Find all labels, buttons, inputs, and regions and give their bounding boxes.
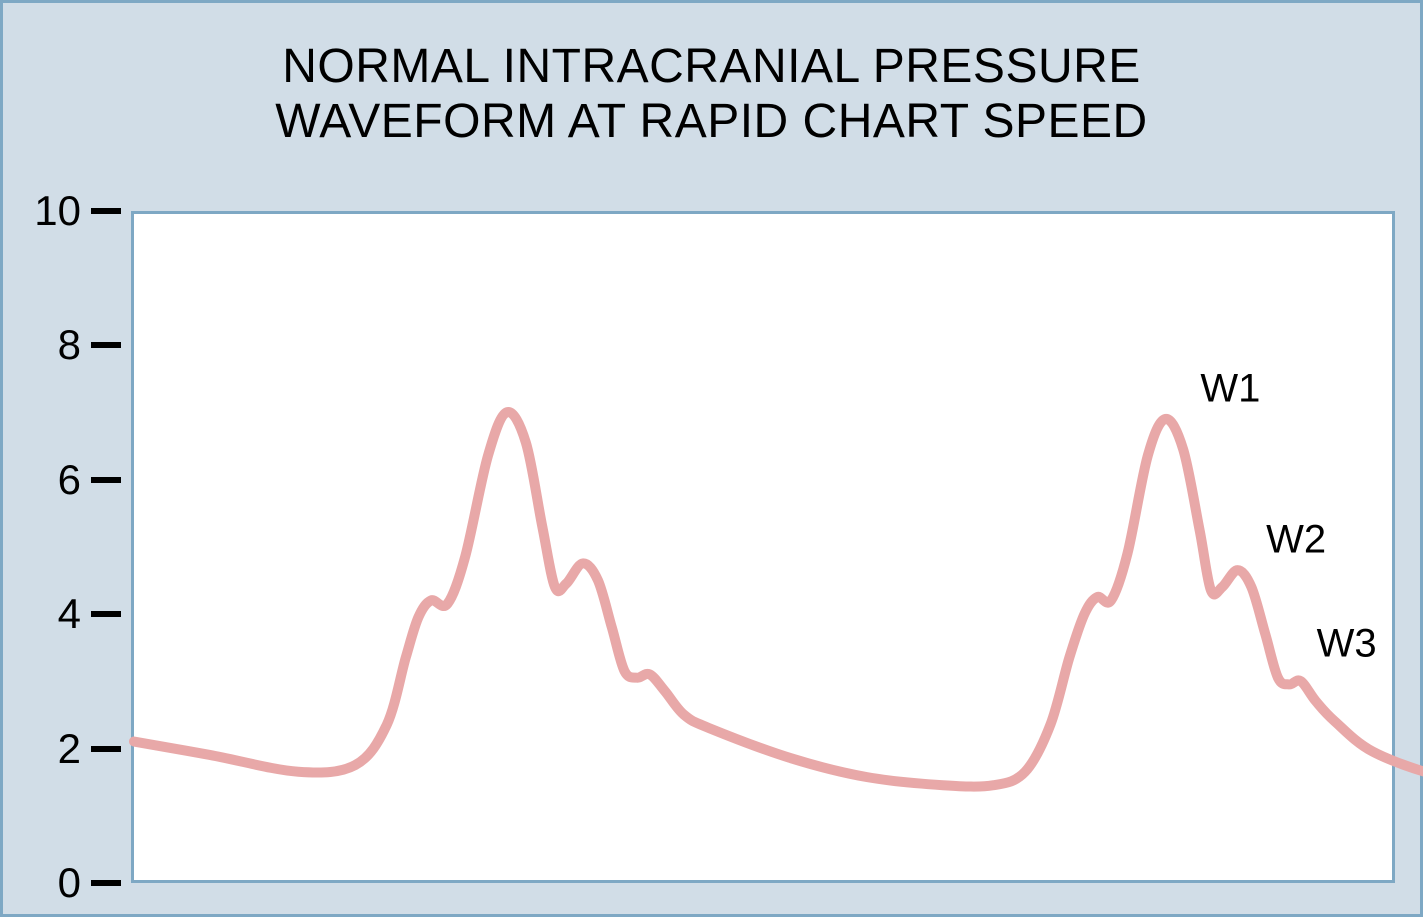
y-tick: 2: [33, 725, 121, 773]
y-tick: 8: [33, 321, 121, 369]
waveform-line: [134, 214, 1398, 886]
y-tick-mark: [91, 611, 121, 617]
y-tick-mark: [91, 746, 121, 752]
chart-title-line2: WAVEFORM AT RAPID CHART SPEED: [3, 94, 1420, 149]
y-tick-label: 2: [33, 725, 81, 773]
y-tick-mark: [91, 880, 121, 886]
y-tick-label: 6: [33, 456, 81, 504]
y-tick-mark: [91, 342, 121, 348]
y-tick-label: 0: [33, 859, 81, 907]
y-tick-mark: [91, 208, 121, 214]
annotation-label: W2: [1266, 518, 1326, 563]
plot-area: [131, 211, 1395, 883]
annotation-label: W3: [1317, 622, 1377, 667]
chart-title-line1: NORMAL INTRACRANIAL PRESSURE: [3, 39, 1420, 94]
y-tick-mark: [91, 477, 121, 483]
chart-title: NORMAL INTRACRANIAL PRESSURE WAVEFORM AT…: [3, 39, 1420, 149]
y-tick: 4: [33, 590, 121, 638]
y-tick-label: 4: [33, 590, 81, 638]
y-tick-label: 8: [33, 321, 81, 369]
y-tick: 6: [33, 456, 121, 504]
chart-outer-panel: NORMAL INTRACRANIAL PRESSURE WAVEFORM AT…: [0, 0, 1423, 917]
y-tick: 0: [33, 859, 121, 907]
y-tick: 10: [33, 187, 121, 235]
annotation-label: W1: [1200, 367, 1260, 412]
y-tick-label: 10: [33, 187, 81, 235]
